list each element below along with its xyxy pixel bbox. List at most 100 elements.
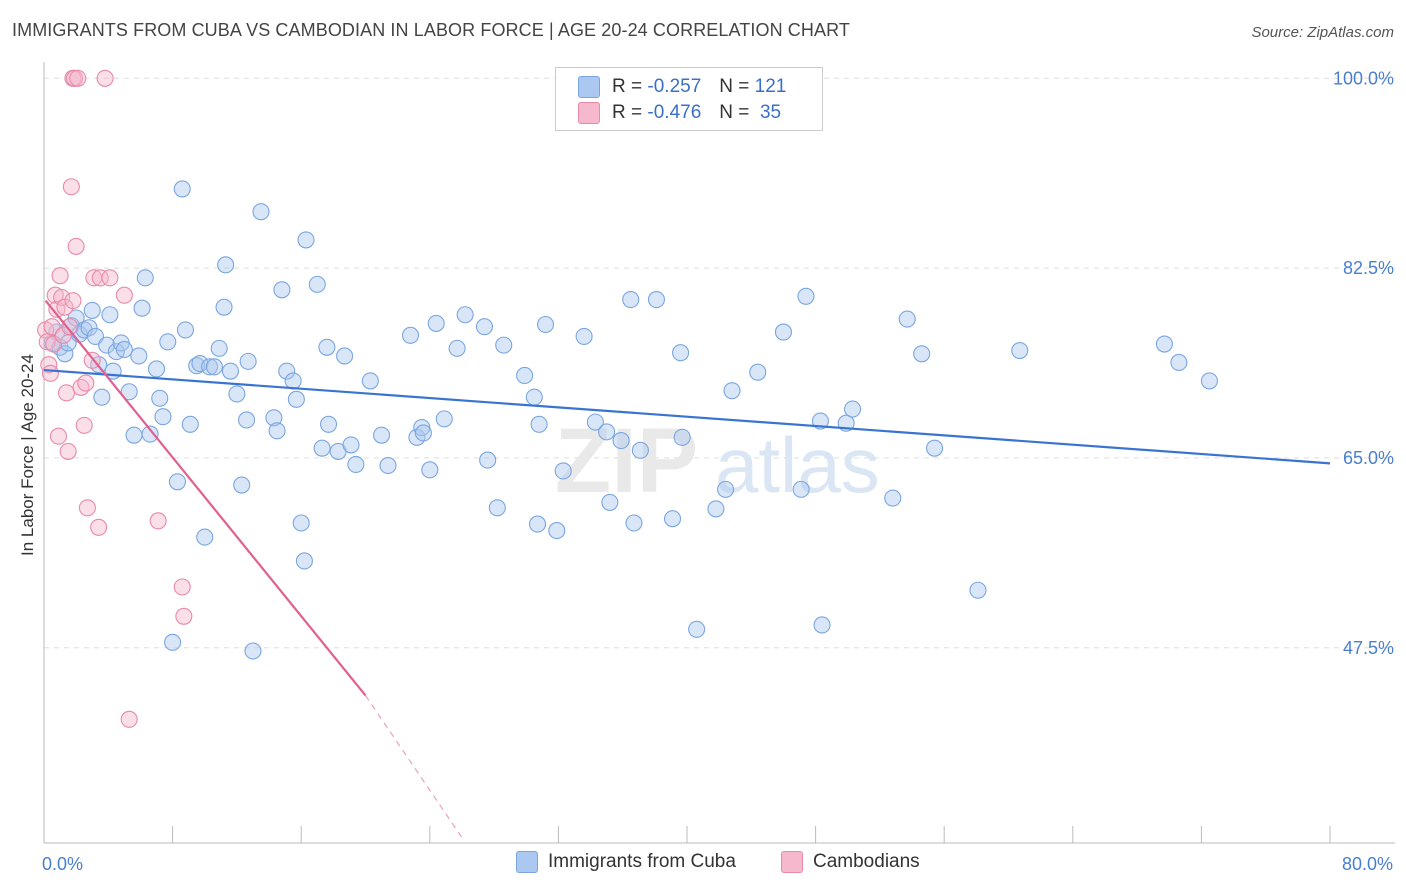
- data-point: [149, 512, 167, 530]
- legend-n-value: 121: [754, 76, 787, 97]
- data-point: [125, 426, 143, 444]
- data-point: [210, 339, 228, 357]
- data-point: [141, 425, 159, 443]
- data-point: [228, 385, 246, 403]
- data-point: [40, 356, 58, 374]
- data-point: [528, 515, 547, 533]
- data-point: [67, 237, 85, 255]
- legend-label-cuba: Immigrants from Cuba: [548, 851, 736, 872]
- data-point: [548, 522, 566, 540]
- data-point: [898, 310, 916, 328]
- legend-swatch-cambodians: [781, 851, 803, 873]
- data-point: [53, 288, 71, 306]
- data-point: [136, 269, 154, 287]
- legend-item-cuba: Immigrants from Cuba: [516, 851, 736, 873]
- data-point: [151, 389, 169, 407]
- source-credit: Source: ZipAtlas.com: [1251, 24, 1394, 41]
- series-cambodians: [37, 69, 193, 728]
- data-point: [313, 439, 331, 457]
- data-point: [201, 358, 219, 376]
- legend-row-cambodians: R = -0.476 N = 35: [578, 100, 781, 126]
- data-point: [159, 333, 177, 351]
- data-point: [688, 620, 706, 638]
- data-point: [284, 372, 302, 390]
- data-point: [797, 287, 815, 305]
- data-point: [268, 422, 286, 440]
- data-point: [672, 344, 690, 362]
- data-point: [673, 428, 691, 446]
- data-point: [475, 318, 494, 336]
- data-point: [239, 352, 257, 370]
- data-point: [133, 299, 151, 317]
- legend-r-label: R =: [612, 102, 643, 123]
- data-point: [414, 424, 432, 442]
- data-point: [154, 408, 172, 426]
- data-point: [575, 327, 593, 345]
- data-point: [292, 514, 310, 532]
- data-point: [265, 409, 283, 427]
- data-point: [479, 451, 497, 469]
- series-legend: Immigrants from Cuba Cambodians: [0, 851, 1406, 879]
- data-point: [49, 427, 68, 445]
- y-tick-label: 65.0%: [1343, 448, 1394, 468]
- data-point: [273, 281, 291, 299]
- data-point: [62, 178, 80, 196]
- data-point: [319, 415, 338, 433]
- data-point: [495, 336, 513, 354]
- data-point: [427, 314, 445, 332]
- data-point: [168, 473, 186, 491]
- data-point: [373, 426, 391, 444]
- data-point: [130, 347, 148, 365]
- data-point: [342, 436, 360, 454]
- data-point: [67, 309, 85, 327]
- data-point: [884, 489, 902, 507]
- data-point: [792, 480, 810, 498]
- data-point: [175, 607, 193, 625]
- data-point: [1170, 353, 1188, 372]
- data-point: [749, 363, 767, 381]
- legend-item-cambodians: Cambodians: [781, 851, 920, 873]
- data-point: [601, 493, 619, 511]
- data-point: [336, 347, 354, 365]
- y-tick-label: 82.5%: [1343, 258, 1394, 278]
- watermark-zip: ZIP: [555, 410, 698, 512]
- legend-n-label: N =: [719, 76, 750, 97]
- data-point: [78, 499, 96, 517]
- series-cuba: [43, 180, 1218, 660]
- data-point: [278, 362, 296, 380]
- legend-r-value: -0.257: [647, 76, 702, 97]
- data-point: [196, 528, 214, 546]
- data-point: [83, 301, 101, 319]
- data-point: [1155, 335, 1173, 353]
- data-point: [173, 578, 191, 596]
- data-point: [61, 318, 79, 336]
- data-point: [93, 388, 111, 406]
- data-point: [707, 500, 725, 518]
- data-point: [115, 286, 133, 304]
- data-point: [244, 642, 262, 660]
- data-point: [252, 203, 270, 221]
- data-point: [401, 326, 420, 344]
- data-point: [456, 306, 474, 324]
- data-point: [80, 319, 98, 337]
- data-point: [64, 292, 82, 310]
- x-tick-label: 80.0%: [1342, 854, 1393, 874]
- data-point: [233, 476, 251, 494]
- data-point: [188, 357, 206, 375]
- data-point: [913, 345, 931, 363]
- data-point: [631, 441, 649, 459]
- data-point: [969, 581, 987, 599]
- data-point: [90, 518, 108, 536]
- data-point: [421, 461, 439, 479]
- data-point: [612, 432, 630, 450]
- data-point: [191, 355, 209, 373]
- trend-line-cambodians: [44, 299, 367, 697]
- data-point: [448, 339, 466, 357]
- data-point: [516, 366, 534, 385]
- legend-r-label: R =: [612, 76, 643, 97]
- data-point: [318, 338, 336, 356]
- data-point: [536, 315, 555, 334]
- data-point: [217, 256, 235, 274]
- data-point: [586, 413, 604, 431]
- data-point: [91, 269, 109, 287]
